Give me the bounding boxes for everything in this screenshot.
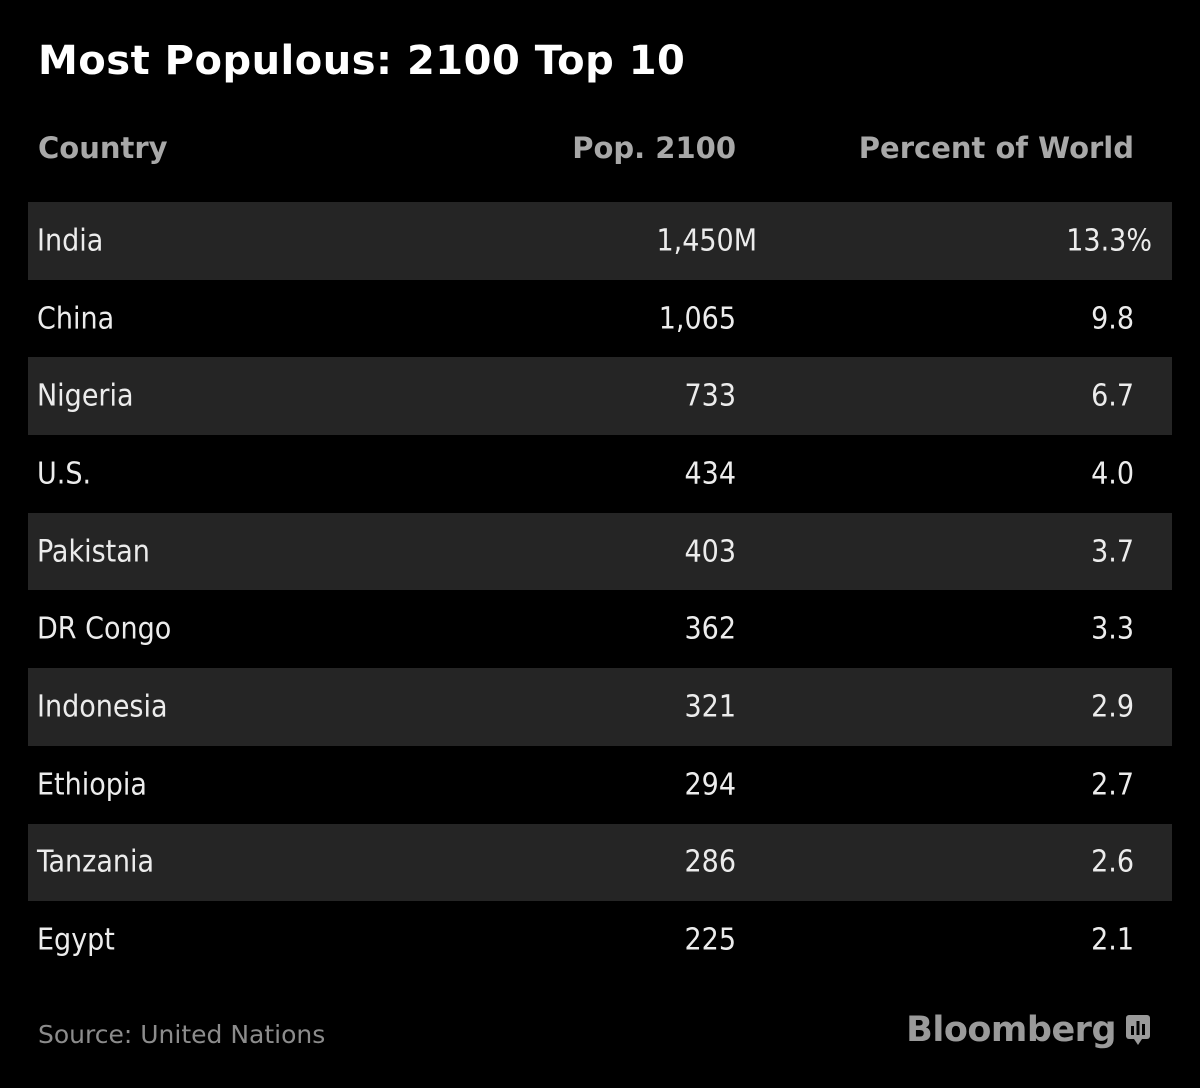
chart-title: Most Populous: 2100 Top 10	[38, 38, 686, 84]
cell-country: Pakistan	[37, 534, 150, 570]
table-row: Egypt 225 2.1	[28, 901, 1172, 979]
column-header-population: Pop. 2100	[572, 131, 736, 165]
cell-country: Tanzania	[37, 844, 155, 880]
cell-percent: 2.6	[1091, 844, 1134, 880]
brand-logo: Bloomberg	[906, 1010, 1150, 1050]
cell-country: DR Congo	[37, 611, 172, 647]
cell-population: 434	[684, 456, 736, 492]
cell-population: 321	[684, 689, 736, 725]
cell-percent: 13.3%	[1066, 223, 1152, 259]
table-row: India 1,450M 13.3%	[28, 202, 1172, 280]
cell-population: 362	[684, 611, 736, 647]
cell-percent: 3.3	[1091, 611, 1134, 647]
table-row: China 1,065 9.8	[28, 280, 1172, 358]
cell-country: Egypt	[37, 922, 115, 958]
cell-country: U.S.	[37, 456, 92, 492]
cell-population: 294	[684, 767, 736, 803]
column-header-country: Country	[38, 131, 168, 165]
cell-percent: 6.7	[1091, 378, 1134, 414]
cell-population: 225	[684, 922, 736, 958]
bar-chart-icon	[1126, 1015, 1150, 1045]
table-row: Ethiopia 294 2.7	[28, 746, 1172, 824]
brand-name: Bloomberg	[906, 1010, 1116, 1050]
cell-percent: 3.7	[1091, 534, 1134, 570]
table-row: Tanzania 286 2.6	[28, 823, 1172, 902]
cell-country: Ethiopia	[37, 767, 147, 803]
cell-population: 1,450M	[656, 223, 757, 259]
table-header: Country Pop. 2100 Percent of World	[0, 126, 1200, 176]
cell-country: Indonesia	[37, 689, 168, 725]
cell-population: 733	[684, 378, 736, 414]
cell-country: China	[37, 301, 115, 337]
table-row: Nigeria 733 6.7	[28, 357, 1172, 436]
table-row: DR Congo 362 3.3	[28, 590, 1172, 668]
cell-percent: 9.8	[1091, 301, 1134, 337]
cell-country: India	[37, 223, 104, 259]
table-row: Indonesia 321 2.9	[28, 668, 1172, 746]
cell-population: 1,065	[658, 301, 736, 337]
column-header-percent: Percent of World	[858, 131, 1134, 165]
table-row: U.S. 434 4.0	[28, 435, 1172, 513]
source-note: Source: United Nations	[38, 1020, 326, 1049]
population-table: India 1,450M 13.3% China 1,065 9.8 Nigeria 733 6…	[28, 202, 1172, 979]
cell-population: 403	[684, 534, 736, 570]
cell-percent: 2.1	[1091, 922, 1134, 958]
cell-percent: 4.0	[1091, 456, 1134, 492]
cell-percent: 2.9	[1091, 689, 1134, 725]
table-row: Pakistan 403 3.7	[28, 512, 1172, 591]
cell-population: 286	[684, 844, 736, 880]
cell-country: Nigeria	[37, 378, 134, 414]
cell-percent: 2.7	[1091, 767, 1134, 803]
